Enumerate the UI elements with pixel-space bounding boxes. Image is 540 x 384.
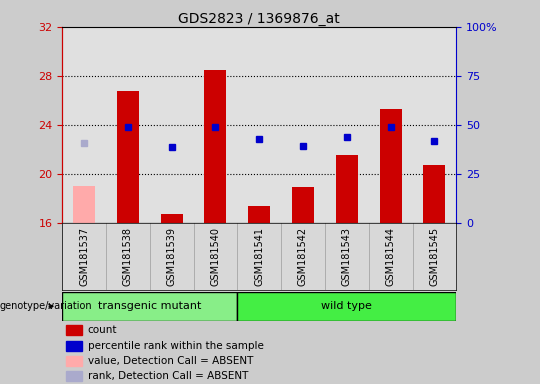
Text: GSM181544: GSM181544 <box>386 227 396 286</box>
Bar <box>237 292 456 321</box>
Bar <box>66 341 82 351</box>
Text: wild type: wild type <box>321 301 372 311</box>
Bar <box>73 186 95 223</box>
Text: GSM181542: GSM181542 <box>298 227 308 286</box>
Bar <box>369 27 413 223</box>
Title: GDS2823 / 1369876_at: GDS2823 / 1369876_at <box>178 12 340 26</box>
Text: GSM181538: GSM181538 <box>123 227 133 286</box>
Bar <box>325 27 369 223</box>
Text: GSM181543: GSM181543 <box>342 227 352 286</box>
Bar <box>62 292 237 321</box>
Bar <box>336 156 357 223</box>
Bar <box>66 371 82 381</box>
Text: GSM181541: GSM181541 <box>254 227 264 286</box>
Bar <box>205 70 226 223</box>
Bar <box>380 109 402 223</box>
Text: rank, Detection Call = ABSENT: rank, Detection Call = ABSENT <box>87 371 248 381</box>
Bar <box>193 27 237 223</box>
Bar <box>237 27 281 223</box>
Text: value, Detection Call = ABSENT: value, Detection Call = ABSENT <box>87 356 253 366</box>
Bar <box>106 27 150 223</box>
Bar <box>423 165 446 223</box>
Text: percentile rank within the sample: percentile rank within the sample <box>87 341 264 351</box>
Text: GSM181537: GSM181537 <box>79 227 89 286</box>
Bar <box>413 27 456 223</box>
Text: transgenic mutant: transgenic mutant <box>98 301 201 311</box>
Text: GSM181539: GSM181539 <box>167 227 177 286</box>
Bar <box>161 214 183 223</box>
Bar <box>281 27 325 223</box>
Text: count: count <box>87 325 117 335</box>
Bar <box>66 356 82 366</box>
Bar <box>150 27 193 223</box>
Bar <box>117 91 139 223</box>
Bar <box>66 325 82 335</box>
Bar <box>248 205 270 223</box>
Text: GSM181545: GSM181545 <box>429 227 440 286</box>
Bar <box>292 187 314 223</box>
Text: GSM181540: GSM181540 <box>211 227 220 286</box>
Bar <box>62 27 106 223</box>
Text: genotype/variation: genotype/variation <box>0 301 93 311</box>
